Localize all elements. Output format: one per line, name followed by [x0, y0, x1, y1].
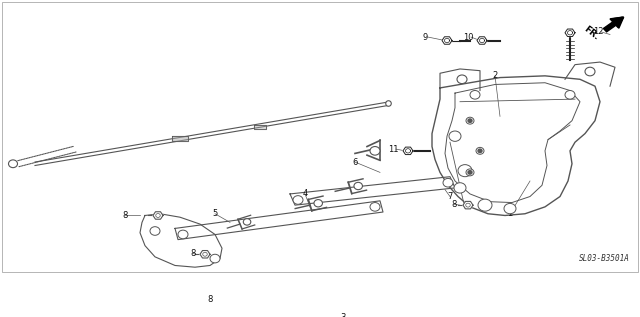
Circle shape	[468, 119, 472, 122]
Text: 8: 8	[190, 249, 196, 258]
Text: 4: 4	[302, 190, 308, 198]
Polygon shape	[565, 29, 575, 36]
Text: 2: 2	[492, 71, 498, 80]
Circle shape	[293, 196, 303, 204]
Circle shape	[478, 199, 492, 211]
Circle shape	[478, 149, 482, 152]
Text: SL03-B3501A: SL03-B3501A	[579, 254, 630, 263]
Circle shape	[457, 75, 467, 84]
Text: 12: 12	[593, 27, 604, 36]
Circle shape	[585, 67, 595, 76]
Circle shape	[150, 227, 160, 235]
Polygon shape	[403, 147, 413, 155]
Polygon shape	[153, 212, 163, 219]
Circle shape	[458, 165, 472, 177]
Circle shape	[466, 203, 470, 207]
Circle shape	[370, 146, 380, 155]
Circle shape	[565, 90, 575, 99]
Text: 6: 6	[352, 158, 358, 166]
Circle shape	[156, 214, 160, 217]
Circle shape	[470, 90, 480, 99]
Text: 1: 1	[508, 209, 513, 218]
Circle shape	[476, 147, 484, 154]
Polygon shape	[290, 177, 455, 205]
Circle shape	[443, 178, 453, 187]
Polygon shape	[140, 214, 222, 267]
Circle shape	[468, 171, 472, 174]
Circle shape	[354, 182, 362, 190]
Polygon shape	[200, 250, 210, 258]
Text: 8: 8	[207, 295, 212, 304]
Polygon shape	[463, 201, 473, 209]
Polygon shape	[442, 37, 452, 44]
Circle shape	[243, 219, 251, 225]
Text: 3: 3	[340, 313, 346, 317]
Circle shape	[210, 254, 220, 263]
Text: FR.: FR.	[582, 24, 600, 42]
Text: 9: 9	[422, 33, 428, 42]
Circle shape	[203, 252, 207, 256]
Text: 11: 11	[388, 145, 398, 154]
Circle shape	[504, 204, 516, 214]
Text: 7: 7	[447, 192, 452, 201]
FancyArrow shape	[604, 17, 624, 32]
Circle shape	[454, 183, 466, 193]
Polygon shape	[440, 69, 480, 90]
Circle shape	[466, 169, 474, 176]
Circle shape	[8, 160, 17, 168]
Circle shape	[449, 131, 461, 141]
Text: 5: 5	[212, 209, 218, 218]
Polygon shape	[477, 37, 487, 44]
Circle shape	[466, 117, 474, 124]
Polygon shape	[175, 201, 383, 240]
Text: 8: 8	[451, 200, 457, 209]
Polygon shape	[565, 62, 615, 86]
Circle shape	[178, 230, 188, 239]
Polygon shape	[213, 296, 223, 304]
Text: 8: 8	[122, 211, 128, 220]
Circle shape	[216, 298, 220, 302]
Circle shape	[314, 200, 323, 207]
Text: 10: 10	[463, 33, 473, 42]
Circle shape	[370, 203, 380, 211]
Polygon shape	[432, 76, 600, 216]
